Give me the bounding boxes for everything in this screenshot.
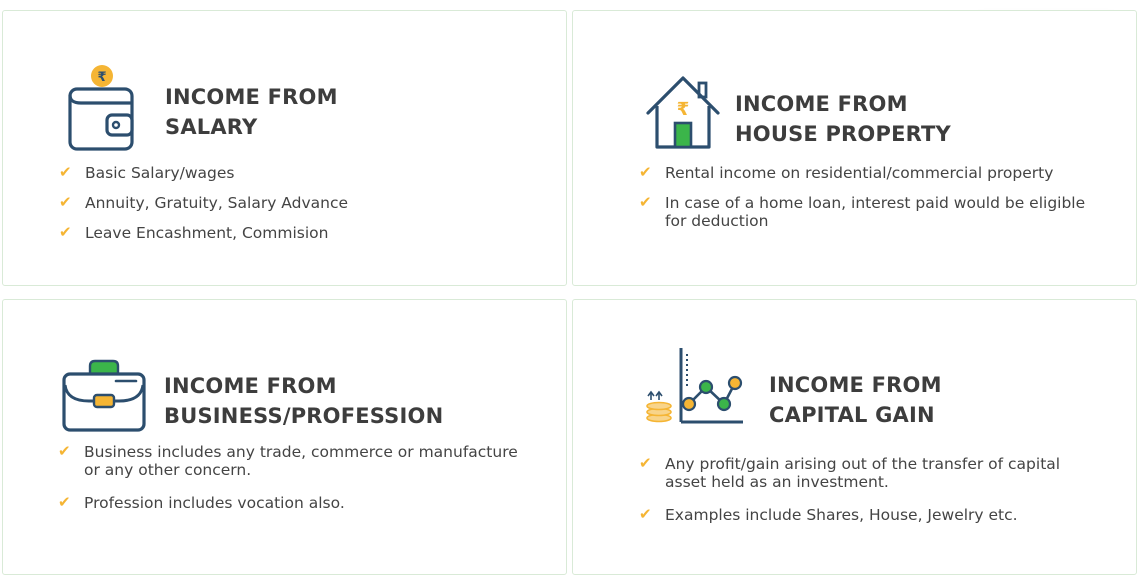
- list-item-text: Leave Encashment, Commision: [85, 224, 329, 242]
- list-item-text: Profession includes vocation also.: [84, 494, 345, 512]
- check-icon: ✔: [59, 163, 72, 181]
- card-title: INCOME FROM SALARY: [165, 82, 338, 142]
- card-title: INCOME FROM HOUSE PROPERTY: [735, 89, 951, 149]
- briefcase-icon: [61, 359, 147, 437]
- income-list: ✔ Any profit/gain arising out of the tran…: [639, 454, 1099, 539]
- list-item: ✔ Any profit/gain arising out of the tran…: [639, 454, 1099, 491]
- check-icon: ✔: [639, 163, 652, 181]
- card-title: INCOME FROM BUSINESS/PROFESSION: [164, 371, 443, 431]
- svg-text:₹: ₹: [677, 99, 690, 120]
- list-item-text: Any profit/gain arising out of the trans…: [665, 455, 1061, 491]
- check-icon: ✔: [58, 442, 71, 460]
- income-list: ✔ Business includes any trade, commerce o…: [58, 442, 538, 527]
- income-card-business-profession: INCOME FROM BUSINESS/PROFESSION ✔ Busines…: [2, 299, 567, 575]
- check-icon: ✔: [58, 493, 71, 511]
- check-icon: ✔: [59, 193, 72, 211]
- income-list: ✔ Basic Salary/wages ✔ Annuity, Gratuity, …: [59, 163, 539, 254]
- list-item: ✔ Business includes any trade, commerce o…: [58, 442, 538, 479]
- title-line: INCOME FROM: [164, 374, 337, 398]
- title-line: BUSINESS/PROFESSION: [164, 404, 444, 428]
- house-rupee-icon: ₹: [645, 75, 721, 155]
- income-card-house-property: ₹ INCOME FROM HOUSE PROPERTY ✔ Rental inc…: [572, 10, 1137, 286]
- income-list: ✔ Rental income on residential/commercial…: [639, 163, 1109, 242]
- title-line: INCOME FROM: [165, 85, 338, 109]
- title-line: CAPITAL GAIN: [769, 403, 935, 427]
- title-line: INCOME FROM: [769, 373, 942, 397]
- list-item: ✔ Examples include Shares, House, Jewelry…: [639, 505, 1099, 524]
- capital-gain-chart-icon: [643, 346, 747, 432]
- check-icon: ✔: [59, 223, 72, 241]
- wallet-rupee-icon: ₹: [67, 63, 139, 159]
- list-item: ✔ Basic Salary/wages: [59, 163, 539, 182]
- income-card-capital-gain: INCOME FROM CAPITAL GAIN ✔ Any profit/gai…: [572, 299, 1137, 575]
- list-item: ✔ In case of a home loan, interest paid w…: [639, 193, 1109, 230]
- list-item-text: Business includes any trade, commerce or…: [84, 443, 518, 479]
- list-item-text: Annuity, Gratuity, Salary Advance: [85, 194, 349, 212]
- income-card-salary: ₹ INCOME FROM SALARY ✔ Basic Salary/wages…: [2, 10, 567, 286]
- check-icon: ✔: [639, 505, 652, 523]
- list-item: ✔ Annuity, Gratuity, Salary Advance: [59, 193, 539, 212]
- list-item-text: Examples include Shares, House, Jewelry …: [665, 506, 1018, 524]
- svg-text:₹: ₹: [97, 70, 106, 85]
- title-line: HOUSE PROPERTY: [735, 122, 951, 146]
- list-item: ✔ Rental income on residential/commercial…: [639, 163, 1109, 182]
- check-icon: ✔: [639, 193, 652, 211]
- list-item: ✔ Profession includes vocation also.: [58, 493, 538, 512]
- list-item: ✔ Leave Encashment, Commision: [59, 223, 539, 242]
- card-title: INCOME FROM CAPITAL GAIN: [769, 370, 942, 430]
- title-line: SALARY: [165, 115, 258, 139]
- list-item-text: Rental income on residential/commercial …: [665, 164, 1054, 182]
- title-line: INCOME FROM: [735, 92, 908, 116]
- list-item-text: Basic Salary/wages: [85, 164, 235, 182]
- list-item-text: In case of a home loan, interest paid wo…: [665, 194, 1086, 230]
- check-icon: ✔: [639, 454, 652, 472]
